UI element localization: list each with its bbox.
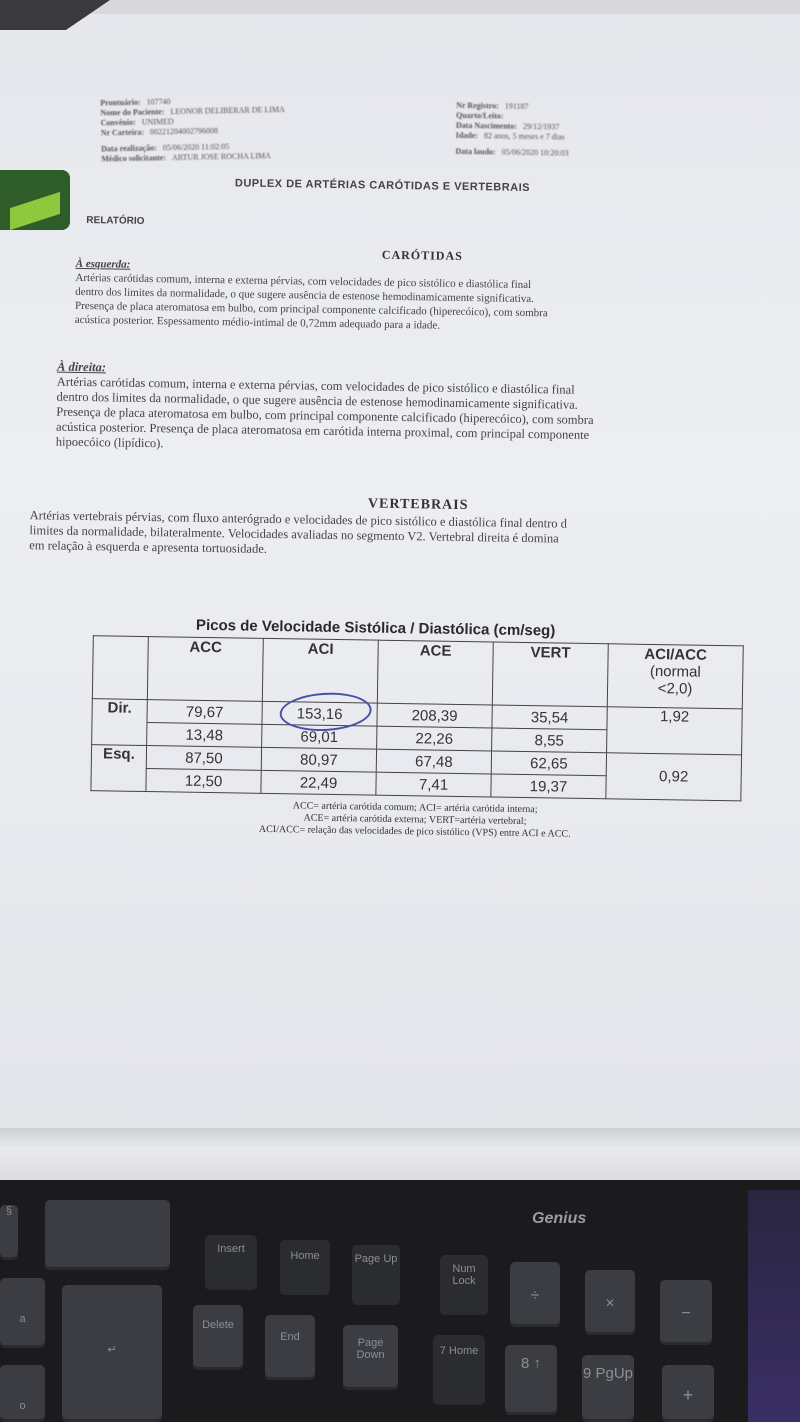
background-edge: [748, 1190, 800, 1422]
key-page-up: Page Up: [352, 1245, 400, 1305]
cell: 13,48: [146, 722, 262, 748]
key-end: End: [265, 1315, 315, 1380]
vertebral-paragraph: Artérias vertebrais pérvias, com fluxo a…: [29, 508, 568, 556]
column-header: ACE: [377, 640, 494, 705]
keyboard-brand-logo: Genius: [532, 1210, 587, 1227]
green-folder-tab: [0, 170, 70, 230]
cell: 79,67: [146, 699, 263, 725]
side-label: Dir.: [91, 698, 148, 746]
cell: 35,54: [491, 704, 608, 730]
cell: 87,50: [146, 745, 262, 771]
key-insert: Insert: [205, 1235, 257, 1290]
paper-stack-edge: [0, 1128, 800, 1180]
table-title: Picos de Velocidade Sistólica / Diastóli…: [195, 616, 556, 640]
cell: 22,26: [376, 726, 492, 751]
key-delete: Delete: [193, 1305, 243, 1370]
report-title: DUPLEX DE ARTÉRIAS CARÓTIDAS E VERTEBRAI…: [234, 177, 531, 195]
cell: 208,39: [376, 703, 493, 728]
key-numpad-8: 8 ↑: [505, 1345, 557, 1415]
table-footnotes: ACC= artéria carótida comum; ACI= artéri…: [258, 800, 571, 840]
key-backspace: [45, 1200, 170, 1270]
key-enter: ↵: [62, 1285, 162, 1422]
key: §: [0, 1205, 18, 1260]
key-num-lock: Num Lock: [440, 1255, 488, 1315]
key-minus: −: [660, 1280, 712, 1345]
corner-cell: [92, 635, 149, 700]
report-page: Prontuário: 107740 Nome do Paciente: LEONO…: [29, 97, 744, 840]
patient-info-left: Prontuário: 107740 Nome do Paciente: LEONO…: [100, 97, 285, 164]
ratio-header: ACI/ACC (normal <2,0): [607, 643, 744, 709]
document-photo: Prontuário: 107740 Nome do Paciente: LEONO…: [0, 0, 800, 1180]
side-label: Esq.: [90, 744, 147, 792]
ratio-cell: 0,92: [605, 752, 742, 801]
table-header-row: ACC ACI ACE VERT ACI/ACC (normal <2,0): [92, 635, 744, 709]
key-page-down: Page Down: [343, 1325, 398, 1390]
cell: 22,49: [260, 770, 377, 796]
key-multiply: ×: [585, 1270, 635, 1335]
right-carotid-paragraph: À direita: Artérias carótidas comum, int…: [55, 359, 594, 451]
patient-info-right: Nr Registro: 191187 Quarto/Leito: Data Na…: [455, 100, 569, 158]
cell: 67,48: [376, 749, 492, 774]
left-carotid-paragraph: À esquerda: Artérias carótidas comum, in…: [74, 257, 548, 332]
key-numpad-7: 7 Home: [433, 1335, 485, 1405]
key: o: [0, 1365, 45, 1422]
key-home: Home: [280, 1240, 330, 1295]
section-label: RELATÓRIO: [86, 215, 145, 227]
vertebrais-heading: VERTEBRAIS: [367, 496, 469, 514]
velocity-table: ACC ACI ACE VERT ACI/ACC (normal <2,0) D…: [90, 635, 744, 801]
cell: 80,97: [261, 747, 377, 773]
column-header: ACC: [147, 636, 264, 702]
cell: 8,55: [491, 727, 607, 753]
key-divide: ÷: [510, 1262, 560, 1327]
cell: 62,65: [491, 750, 607, 776]
cell: 7,41: [375, 772, 492, 797]
ratio-cell: 1,92: [606, 706, 743, 755]
column-header: VERT: [492, 641, 609, 707]
cell: 19,37: [490, 773, 607, 799]
key-plus: +: [662, 1365, 714, 1422]
cell: 12,50: [145, 768, 262, 794]
key: a: [0, 1278, 45, 1348]
sheet-edge: [60, 0, 800, 14]
key-numpad-9: 9 PgUp: [582, 1355, 634, 1422]
